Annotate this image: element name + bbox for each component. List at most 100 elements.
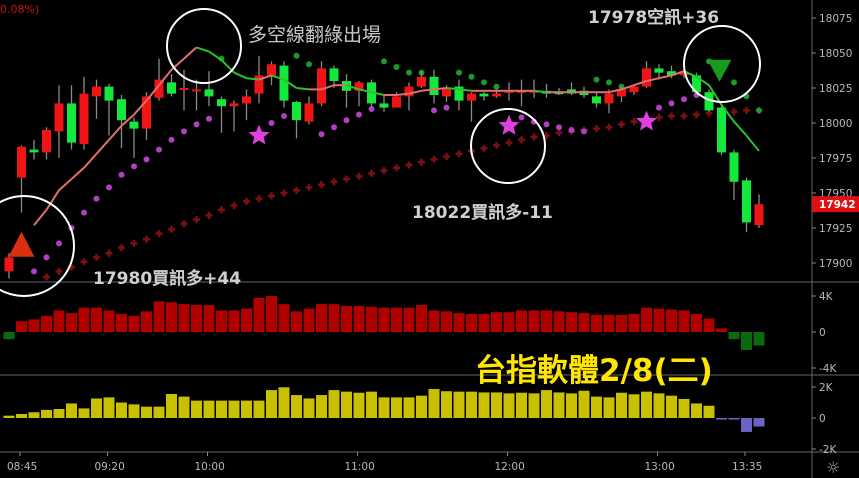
candle-body — [254, 75, 264, 94]
ma-segment — [533, 89, 547, 94]
volume-bar — [116, 402, 127, 418]
sar-dot — [431, 107, 437, 114]
ma-segment — [720, 104, 735, 123]
sar-dot — [281, 113, 287, 119]
volume-bar — [628, 314, 640, 332]
candle-body — [42, 130, 51, 153]
candle-body — [129, 121, 139, 129]
sar-dot — [656, 104, 662, 111]
sar-dot — [156, 146, 162, 153]
candle-body — [742, 180, 751, 223]
volume-bar — [166, 302, 177, 332]
volume-bar — [416, 395, 427, 418]
volume-bar — [728, 332, 740, 340]
volume-bar — [753, 332, 765, 346]
candle-body — [592, 96, 601, 104]
volume-bar — [78, 307, 90, 332]
volume-bar — [253, 400, 265, 418]
volume-bar — [616, 314, 627, 332]
cross-series — [43, 106, 763, 281]
time-tick-label: 09:20 — [95, 461, 125, 473]
volume-bar — [641, 307, 652, 332]
ma-segment — [196, 46, 210, 53]
cross-mark — [180, 220, 188, 228]
star-signal-icon — [636, 110, 657, 131]
cross-mark — [405, 161, 413, 169]
volume-bar — [378, 397, 390, 418]
sar-dot — [543, 121, 550, 128]
time-tick-label: 12:00 — [495, 461, 525, 473]
ma-segment — [408, 89, 422, 95]
sar-dot — [406, 69, 412, 76]
cross-mark — [105, 249, 113, 257]
star-signal-icon — [498, 114, 520, 135]
cross-mark — [693, 111, 700, 119]
ma-segment — [446, 87, 460, 91]
volume-bar — [16, 321, 27, 332]
volume-bar — [216, 400, 227, 418]
volume-bar — [566, 393, 577, 418]
cross-mark — [605, 123, 613, 131]
volume-bar — [203, 400, 215, 418]
volume-bar — [128, 315, 140, 332]
sar-dot — [568, 127, 575, 133]
cross-mark — [518, 136, 525, 144]
sar-dot — [193, 121, 200, 128]
volume-bar — [541, 390, 552, 418]
cross-mark — [530, 133, 538, 141]
volume-bar — [166, 393, 177, 418]
settings-gear-icon[interactable]: ☼ — [826, 458, 841, 477]
candle-body — [329, 68, 339, 81]
candle-body — [292, 102, 301, 121]
volume-bar — [366, 391, 377, 418]
candle-body — [54, 103, 64, 132]
last-price-badge — [812, 196, 859, 213]
candle-body — [704, 92, 714, 111]
price-tick-label: 18050 — [819, 48, 852, 60]
candle-body — [179, 88, 189, 90]
volume-bar — [753, 418, 765, 427]
sar-dot — [593, 76, 600, 83]
volume-bar — [128, 404, 140, 418]
cross-mark — [230, 202, 238, 210]
ma-segment — [58, 178, 73, 191]
panel-tick-label: -2K — [819, 444, 837, 456]
candle-body — [679, 72, 689, 76]
cross-mark — [630, 118, 638, 126]
cross-mark — [480, 144, 488, 152]
sar-dot — [118, 171, 125, 178]
cross-mark — [430, 155, 438, 163]
volume-bar — [491, 392, 502, 418]
volume-bar — [178, 396, 190, 418]
sar-dot — [306, 61, 312, 68]
flow-panel — [3, 387, 765, 432]
sar-dot — [368, 106, 375, 112]
sar-series — [31, 52, 762, 275]
cross-mark — [343, 175, 350, 183]
volume-bar — [466, 391, 477, 418]
sar-dot — [56, 240, 62, 247]
cross-mark — [555, 129, 563, 137]
cross-mark — [93, 253, 100, 261]
sar-dot — [131, 163, 137, 170]
annotation-circle — [683, 25, 761, 103]
sar-dot — [731, 79, 737, 86]
candle-body — [217, 99, 226, 107]
volume-bar — [478, 392, 490, 418]
volume-bar — [78, 408, 90, 418]
buy-triangle-icon — [8, 231, 35, 257]
volume-bar — [153, 406, 165, 418]
cross-mark — [743, 106, 750, 114]
sar-dot — [206, 115, 212, 122]
panel-tick-label: 0 — [819, 413, 826, 425]
watermark-title: 台指軟體2/8(二) — [475, 353, 713, 389]
cross-mark — [43, 273, 50, 281]
volume-bar — [3, 332, 15, 340]
ma-segment — [608, 88, 622, 94]
volume-bar — [666, 309, 677, 332]
volume-bar — [191, 305, 202, 332]
cross-mark — [80, 258, 88, 266]
volume-bar — [328, 390, 340, 418]
cross-mark — [393, 164, 400, 172]
